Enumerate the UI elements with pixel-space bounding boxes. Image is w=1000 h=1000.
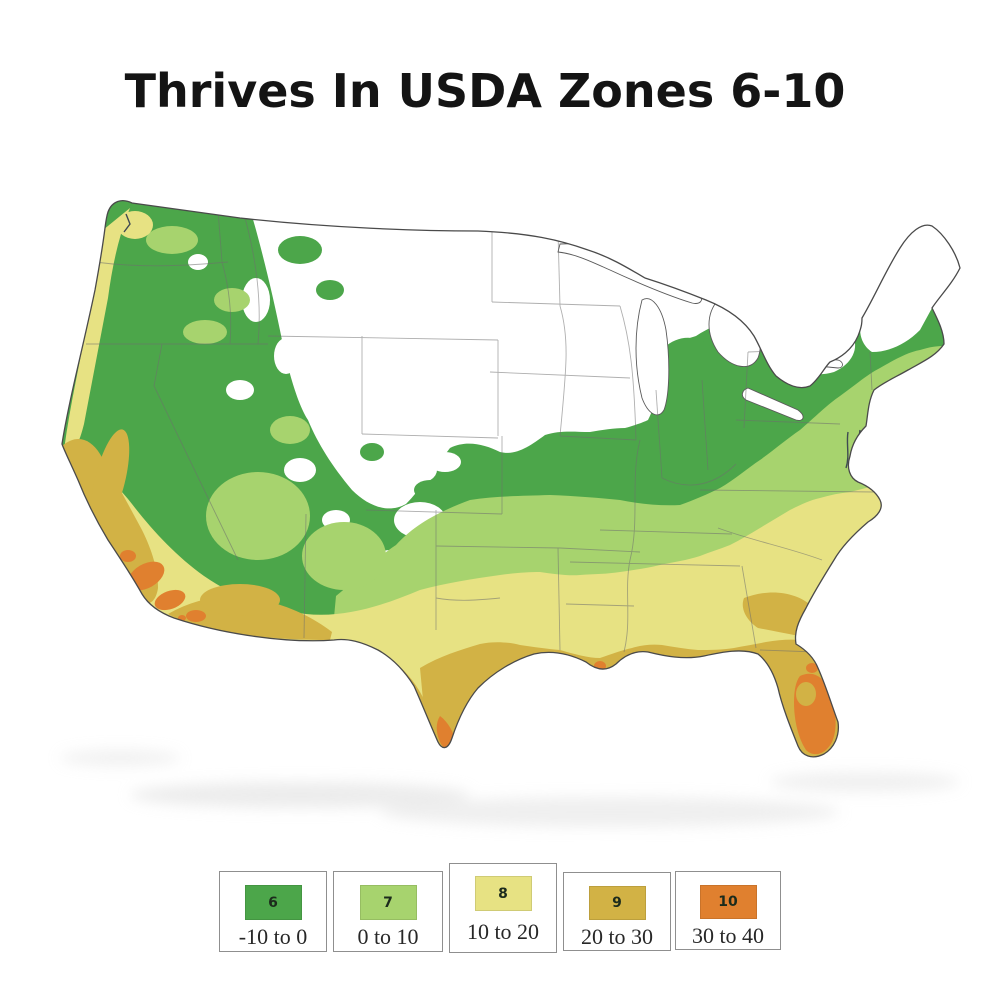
us-outline (61, 200, 961, 758)
page-title: Thrives In USDA Zones 6-10 (124, 64, 846, 118)
lake-ontario (793, 355, 843, 369)
map-shadow (60, 750, 960, 827)
zone-6-patches (278, 236, 756, 500)
lake-michigan (635, 298, 670, 416)
great-lakes (557, 243, 843, 421)
lake-erie (741, 387, 804, 421)
florida-zone9-inlier (796, 682, 816, 706)
